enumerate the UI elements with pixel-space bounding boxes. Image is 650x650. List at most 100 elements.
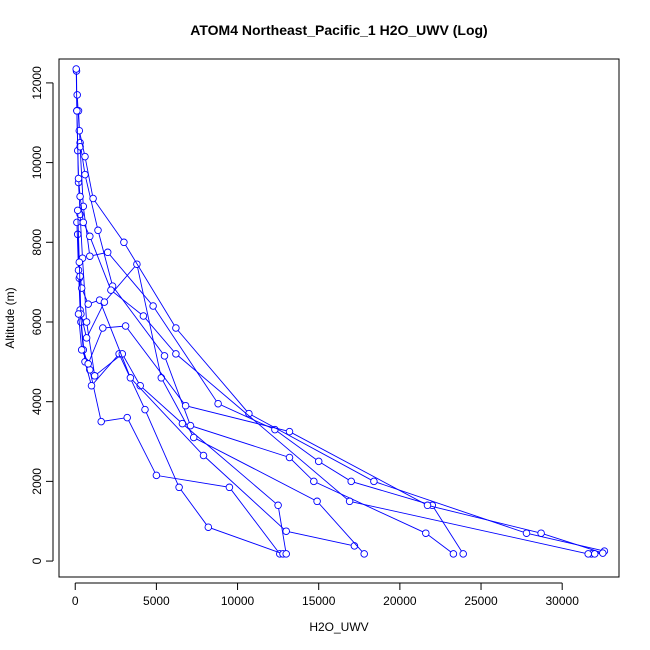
data-point [186,421,195,430]
data-point [282,527,290,535]
data-point [99,324,107,332]
data-point [97,417,105,426]
data-point [74,266,83,274]
series-profile [73,91,609,558]
y-tick-label: 4000 [30,388,44,415]
y-tick-label: 2000 [30,468,44,495]
data-point [86,252,94,260]
series-profile [72,65,592,558]
data-point [86,232,94,241]
data-point [422,529,430,537]
data-point [82,334,91,342]
data-point [126,374,135,382]
y-tick-label: 12000 [30,66,44,100]
data-point [172,350,180,358]
data-point [282,550,290,558]
x-tick-label: 10000 [221,594,255,608]
x-tick-label: 15000 [302,594,336,608]
data-point [90,372,99,380]
chart-title: ATOM4 Northeast_Pacific_1 H2O_UWV (Log) [190,22,487,38]
data-point [77,346,86,354]
data-point [121,322,130,330]
data-point [74,174,83,183]
y-tick-label: 10000 [30,146,44,180]
data-point [225,483,234,492]
data-point [84,360,92,368]
data-point [590,550,599,558]
data-point [107,286,115,294]
series-profile [74,310,607,558]
data-point [199,451,208,460]
data-point [73,107,81,115]
data-point [73,91,81,99]
data-point [449,550,458,558]
data-point [123,413,131,422]
data-point [120,238,128,247]
x-tick-label: 25000 [464,594,498,608]
data-point [160,352,169,360]
data-point [537,529,545,537]
data-point [370,477,378,486]
data-point [74,310,83,318]
data-point [81,152,89,161]
data-point [75,258,84,266]
data-point [599,549,607,557]
data-point [285,427,294,436]
data-point [274,501,282,510]
data-point [149,302,157,310]
data-point [310,477,318,486]
data-point [157,374,166,382]
y-axis-label: Altitude (m) [3,287,17,348]
plot-frame [58,58,620,578]
data-point [360,550,368,558]
data-point [84,300,92,308]
data-point [139,312,148,320]
data-point [459,550,467,558]
data-point [73,206,82,215]
data-point [181,401,190,410]
data-point [141,405,149,414]
series-line [77,210,365,555]
data-point [152,471,161,480]
data-point [423,501,432,510]
y-tick-label: 6000 [30,308,44,335]
data-point [189,433,198,442]
y-axis: 0 2000 4000 6000 8000 10000 12000 [30,66,54,564]
data-point [345,497,354,506]
data-point [77,284,86,292]
data-point [87,381,96,390]
data-point [175,483,183,492]
data-point [584,550,592,558]
y-tick-label: 0 [30,557,44,564]
data-point [81,170,89,179]
x-tick-label: 20000 [383,594,417,608]
data-point [73,218,81,227]
series-profile [76,142,467,558]
data-point [76,192,84,201]
data-point [347,477,355,486]
x-axis: 0 5000 10000 15000 20000 25000 30000 [72,582,580,608]
data-point [172,324,180,332]
data-point [214,399,222,408]
series-layer [72,65,609,558]
data-point [79,218,88,227]
data-point [204,523,213,531]
data-point [89,194,97,203]
data-point [94,226,102,235]
data-point [313,497,321,506]
data-point [314,457,323,466]
data-point [100,298,109,306]
data-point [522,529,531,537]
x-tick-label: 30000 [546,594,580,608]
data-point [103,248,112,257]
data-point [136,381,144,390]
x-tick-label: 5000 [143,594,170,608]
data-point [285,453,294,462]
y-tick-label: 8000 [30,229,44,256]
x-tick-label: 0 [72,594,79,608]
data-point [82,318,91,326]
data-point [72,65,80,73]
